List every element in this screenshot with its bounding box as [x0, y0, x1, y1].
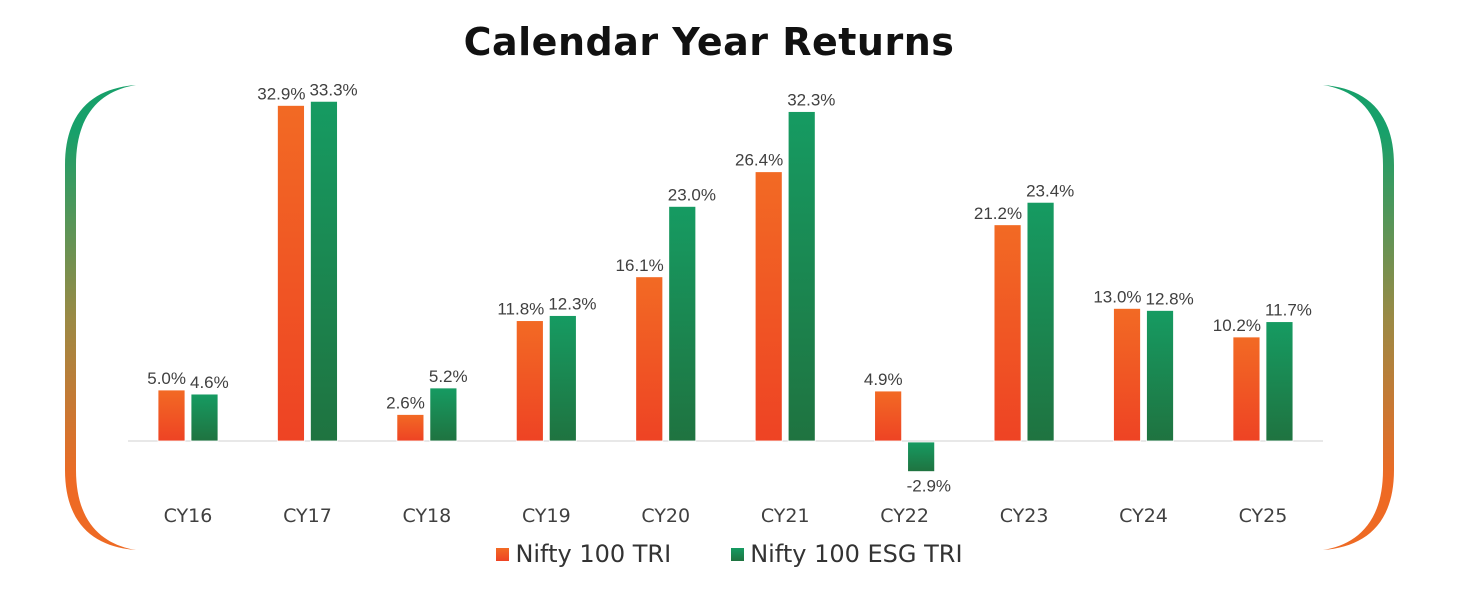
data-label: 23.4%	[1026, 181, 1074, 200]
data-label: 12.3%	[548, 295, 596, 314]
x-tick-label: CY23	[1000, 505, 1049, 527]
legend-item-nifty-100-esg-tri: Nifty 100 ESG TRI	[731, 540, 963, 568]
bar-nifty-100-esg-tri	[907, 441, 936, 472]
bar-nifty-100-esg-tri	[668, 205, 697, 442]
data-label: 12.8%	[1146, 289, 1194, 308]
x-tick-label: CY25	[1239, 505, 1288, 527]
bar-nifty-100-esg-tri	[1146, 310, 1174, 442]
data-label: 16.1%	[616, 256, 664, 275]
x-tick-label: CY17	[283, 505, 332, 527]
x-tick-label: CY16	[164, 505, 213, 527]
bar-nifty-100-esg-tri	[190, 393, 219, 442]
bar-nifty-100-esg-tri	[429, 387, 458, 442]
chart-title: Calendar Year Returns	[463, 20, 955, 64]
bar-nifty-100-esg-tri	[310, 100, 338, 442]
data-label: 4.9%	[864, 370, 903, 389]
x-tick-label: CY19	[522, 505, 571, 527]
legend-item-nifty-100-tri: Nifty 100 TRI	[496, 540, 671, 568]
legend-swatch-green	[731, 547, 745, 561]
bar-nifty-100-tri	[157, 389, 186, 442]
bar-nifty-100-tri	[993, 224, 1022, 442]
data-label: 5.2%	[429, 367, 468, 386]
bar-nifty-100-tri	[1232, 336, 1261, 442]
bar-nifty-100-tri	[874, 390, 903, 442]
data-label: 26.4%	[735, 151, 783, 170]
data-label: 11.7%	[1265, 301, 1312, 320]
data-label: 11.8%	[497, 300, 544, 319]
data-label: 5.0%	[147, 369, 186, 388]
data-label: 33.3%	[309, 80, 357, 99]
bar-nifty-100-tri	[1113, 307, 1141, 442]
legend: Nifty 100 TRI Nifty 100 ESG TRI	[0, 540, 1459, 568]
left-bracket-decoration	[65, 85, 136, 550]
bar-nifty-100-esg-tri	[1265, 321, 1294, 442]
data-label: 2.6%	[386, 393, 425, 412]
x-tick-label: CY20	[641, 505, 690, 527]
data-label: 32.9%	[257, 84, 305, 103]
bar-nifty-100-tri	[515, 320, 544, 442]
data-label: 21.2%	[974, 204, 1022, 223]
data-label: 32.3%	[787, 91, 835, 110]
bar-nifty-100-tri	[635, 276, 664, 442]
legend-label: Nifty 100 TRI	[515, 540, 672, 568]
right-bracket-decoration	[1323, 85, 1394, 550]
legend-label: Nifty 100 ESG TRI	[750, 540, 963, 568]
data-label: 10.2%	[1213, 316, 1261, 335]
bar-nifty-100-esg-tri	[787, 111, 816, 442]
bar-nifty-100-esg-tri	[1026, 201, 1055, 442]
data-label: -2.9%	[907, 477, 951, 496]
x-tick-label: CY24	[1119, 505, 1168, 527]
x-tick-label: CY21	[761, 505, 810, 527]
bar-nifty-100-esg-tri	[548, 315, 577, 442]
x-tick-label: CY18	[403, 505, 452, 527]
x-tick-label: CY22	[880, 505, 929, 527]
legend-swatch-orange	[496, 547, 510, 561]
bar-nifty-100-tri	[754, 171, 783, 442]
bar-nifty-100-tri	[277, 105, 305, 442]
data-label: 13.0%	[1093, 287, 1141, 306]
data-label: 23.0%	[668, 185, 716, 204]
bar-nifty-100-tri	[396, 414, 425, 442]
data-label: 4.6%	[190, 373, 229, 392]
